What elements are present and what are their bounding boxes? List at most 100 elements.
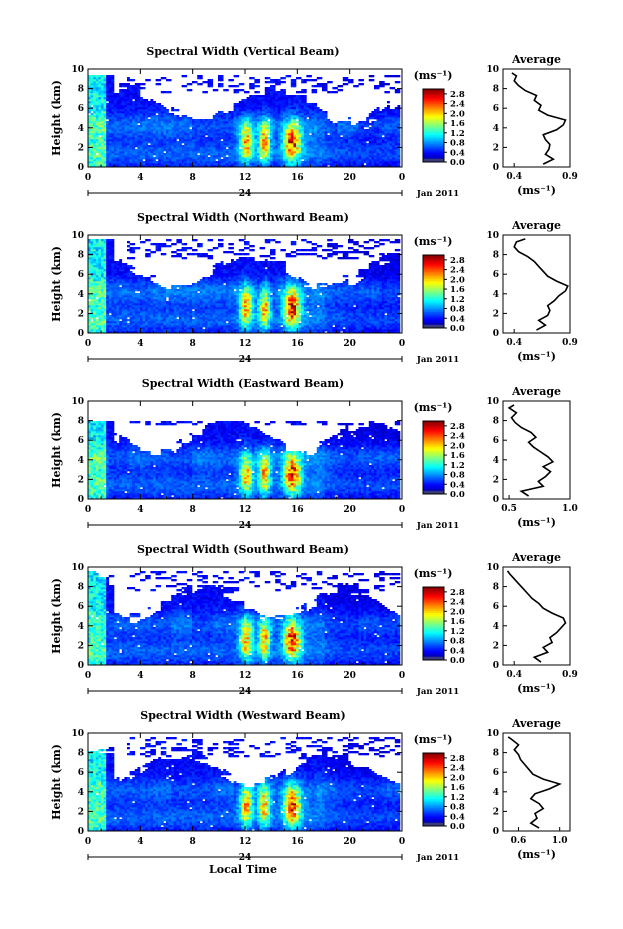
heatmap-cell <box>111 309 114 311</box>
heatmap-cell <box>96 271 99 273</box>
heatmap-cell <box>137 309 140 311</box>
heatmap-cell <box>130 305 133 307</box>
heatmap-cell <box>202 133 205 135</box>
y-tick-label: 6 <box>78 104 84 114</box>
heatmap-cell <box>241 109 244 111</box>
heatmap-cell <box>122 267 125 269</box>
heatmap-cell <box>241 121 244 123</box>
heatmap-cell <box>189 151 192 153</box>
heatmap-cell <box>200 131 203 133</box>
heatmap-cell <box>353 155 356 157</box>
heatmap-cell <box>382 151 385 153</box>
heatmap-cell <box>345 155 348 157</box>
heatmap-cell <box>135 115 138 117</box>
heatmap-cell <box>301 117 304 119</box>
heatmap-cell <box>200 119 203 121</box>
heatmap-cell <box>338 135 341 137</box>
heatmap-cell <box>262 125 265 127</box>
heatmap-cell <box>252 117 255 119</box>
heatmap-cell <box>244 115 247 117</box>
heatmap-cell <box>182 117 185 119</box>
heatmap-cell <box>210 135 213 137</box>
heatmap-cell <box>208 147 211 149</box>
heatmap-cell <box>221 123 224 125</box>
heatmap-cell <box>106 325 109 327</box>
heatmap-cell <box>122 127 125 129</box>
heatmap-cell <box>390 129 393 131</box>
heatmap-cell <box>304 163 307 165</box>
heatmap-cell <box>96 295 99 297</box>
heatmap-cell <box>286 131 289 133</box>
heatmap-cell <box>166 149 169 151</box>
heatmap-cell <box>254 85 257 87</box>
heatmap-cell <box>254 109 257 111</box>
heatmap-cell <box>293 103 296 105</box>
heatmap-cell <box>286 107 289 109</box>
heatmap-cell <box>392 163 395 165</box>
heatmap-cell <box>153 135 156 137</box>
heatmap-cell <box>106 261 109 263</box>
heatmap-cell <box>208 131 211 133</box>
heatmap-cell <box>257 161 260 163</box>
heatmap-cell <box>280 161 283 163</box>
heatmap-cell <box>122 287 125 289</box>
heatmap-cell <box>291 95 294 97</box>
heatmap-cell <box>140 127 143 129</box>
heatmap-cell <box>127 307 130 309</box>
heatmap-cell <box>330 141 333 143</box>
heatmap-cell <box>195 133 198 135</box>
heatmap-cell <box>135 315 138 317</box>
heatmap-cell <box>153 137 156 139</box>
heatmap-cell <box>348 153 351 155</box>
heatmap-cell <box>278 119 281 121</box>
heatmap-cell <box>192 157 195 159</box>
heatmap-cell <box>301 133 304 135</box>
heatmap-cell <box>340 155 343 157</box>
heatmap-cell <box>299 99 302 101</box>
heatmap-cell <box>119 91 122 93</box>
heatmap-cell <box>379 113 382 115</box>
heatmap-cell <box>283 113 286 115</box>
heatmap-cell <box>132 123 135 125</box>
heatmap-cell <box>330 139 333 141</box>
heatmap-cell <box>257 81 260 83</box>
heatmap-cell <box>106 307 109 309</box>
heatmap-cell <box>195 149 198 151</box>
heatmap-cell <box>156 149 159 151</box>
heatmap-cell <box>106 263 109 265</box>
heatmap-cell <box>247 161 250 163</box>
heatmap-cell <box>124 311 127 313</box>
heatmap-cell <box>283 129 286 131</box>
heatmap-cell <box>280 133 283 135</box>
heatmap-cell <box>317 111 320 113</box>
heatmap-cell <box>104 129 107 131</box>
heatmap-cell <box>114 265 117 267</box>
heatmap-cell <box>369 135 372 137</box>
heatmap-cell <box>130 311 133 313</box>
heatmap-cell <box>111 91 114 93</box>
heatmap-cell <box>158 129 161 131</box>
heatmap-cell <box>262 103 265 105</box>
heatmap-cell <box>122 143 125 145</box>
heatmap-cell <box>257 133 260 135</box>
heatmap-cell <box>182 153 185 155</box>
heatmap-cell <box>184 161 187 163</box>
heatmap-cell <box>91 115 94 117</box>
heatmap-cell <box>377 115 380 117</box>
heatmap-cell <box>109 95 112 97</box>
heatmap-cell <box>369 153 372 155</box>
heatmap-cell <box>114 139 117 141</box>
heatmap-cell <box>296 103 299 105</box>
heatmap-cell <box>288 111 291 113</box>
heatmap-cell <box>184 133 187 135</box>
heatmap-cell <box>304 103 307 105</box>
heatmap-cell <box>96 247 99 249</box>
heatmap-cell <box>161 143 164 145</box>
heatmap-cell <box>234 137 237 139</box>
heatmap-cell <box>244 121 247 123</box>
heatmap-cell <box>135 131 138 133</box>
heatmap-cell <box>332 137 335 139</box>
heatmap-cell <box>111 307 114 309</box>
heatmap-cell <box>288 97 291 99</box>
heatmap-cell <box>135 295 138 297</box>
